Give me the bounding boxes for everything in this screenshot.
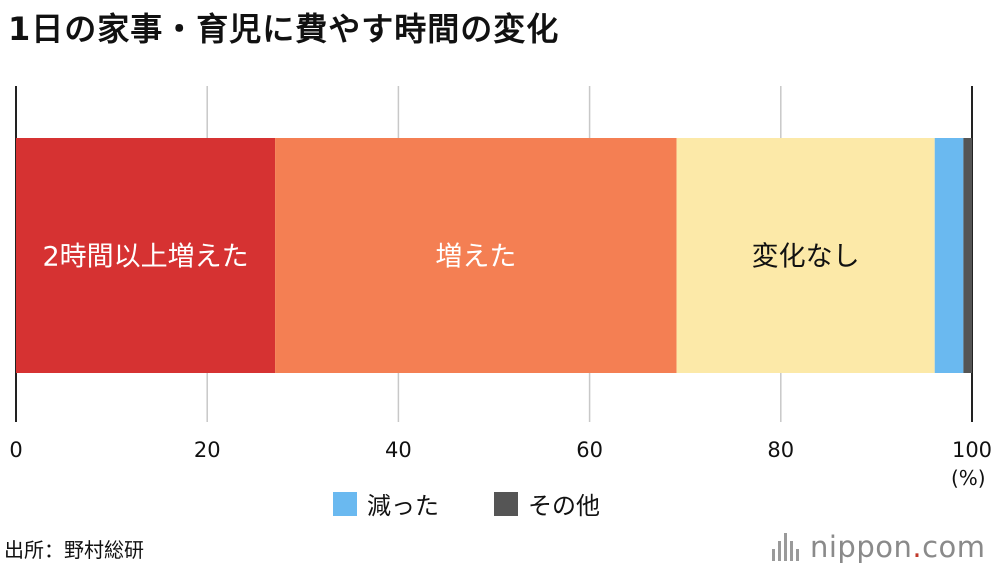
source-note: 出所：野村総研: [4, 538, 144, 562]
axis-unit-label: (%): [951, 466, 986, 490]
legend-item-decreased: 減った: [333, 486, 439, 521]
segment-labels: 2時間以上増えた 増えた 変化なし: [42, 242, 859, 273]
bar-segment: [676, 138, 935, 373]
segment-label: 2時間以上増えた: [42, 242, 248, 273]
x-tick-label: 100: [952, 438, 992, 462]
segment-label: 変化なし: [752, 242, 860, 273]
legend-swatch-decreased: [333, 491, 357, 516]
nippon-com-logo: nippon.com: [772, 530, 986, 564]
x-axis-tick-labels: 0 20 40 60 80 100: [9, 438, 992, 462]
legend: 減った その他: [0, 486, 1000, 522]
bar-segment: [275, 138, 677, 373]
x-tick-label: 40: [385, 438, 412, 462]
segment-label: 増えた: [435, 242, 516, 273]
logo-bars-icon: [772, 533, 802, 561]
legend-label-other: その他: [528, 492, 600, 520]
x-tick-label: 0: [9, 438, 22, 462]
x-tick-label: 80: [767, 438, 794, 462]
legend-swatch-other: [494, 491, 518, 516]
legend-label-decreased: 減った: [367, 492, 439, 520]
chart-title: 1日の家事・育児に費やす時間の変化: [8, 10, 560, 48]
bar-segment: [934, 138, 964, 373]
legend-item-other: その他: [494, 486, 600, 521]
bar-segment: [16, 138, 276, 373]
bar-segment: [963, 138, 972, 373]
x-tick-label: 20: [194, 438, 221, 462]
logo-text: nippon.com: [810, 530, 986, 564]
stacked-bar-chart: 2時間以上増えた 増えた 変化なし 0 20 40 60 80 100: [9, 86, 992, 462]
bar-segments: [16, 138, 972, 373]
x-tick-label: 60: [576, 438, 603, 462]
